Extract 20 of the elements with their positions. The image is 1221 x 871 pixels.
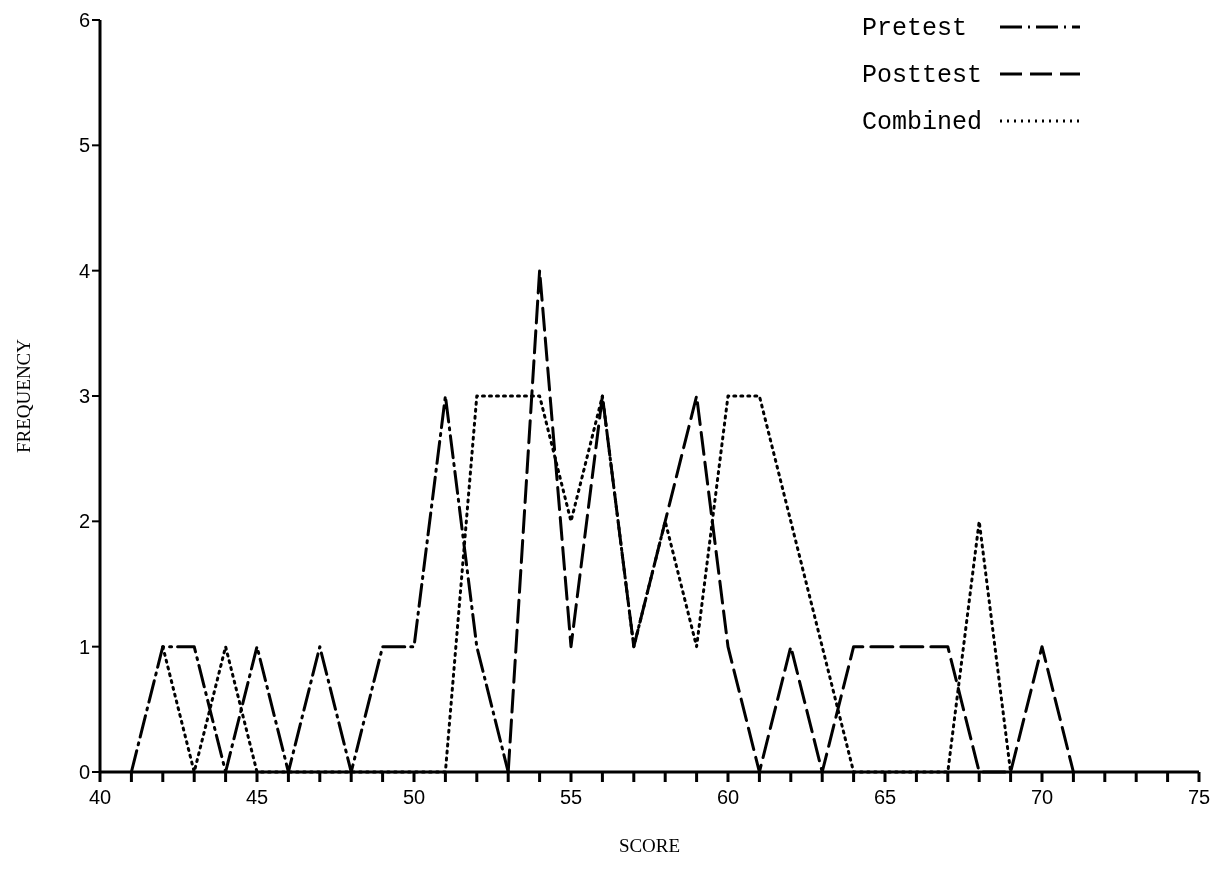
y-tick-label: 3: [78, 385, 90, 407]
y-tick-label: 4: [78, 259, 90, 282]
y-tick-label: 6: [78, 9, 90, 31]
y-tick-label: 5: [78, 134, 90, 157]
x-tick-label: 40: [88, 786, 112, 808]
x-tick-label: 55: [559, 786, 583, 808]
y-tick-label: 2: [78, 510, 90, 533]
y-tick-label: 0: [78, 761, 90, 783]
x-tick-label: 75: [1187, 786, 1211, 808]
x-tick-label: 60: [716, 786, 740, 808]
legend-label: Combined: [862, 108, 983, 137]
y-tick-label: 1: [78, 635, 90, 658]
legend-label: Pretest: [862, 14, 968, 43]
x-tick-label: 50: [402, 786, 426, 808]
x-tick-label: 70: [1030, 786, 1054, 808]
x-tick-label: 45: [245, 786, 269, 808]
x-tick-label: 65: [873, 786, 897, 808]
y-axis-title: FREQUENCY: [13, 338, 34, 454]
x-axis-title: SCORE: [618, 835, 681, 856]
legend-label: Posttest: [862, 61, 983, 90]
